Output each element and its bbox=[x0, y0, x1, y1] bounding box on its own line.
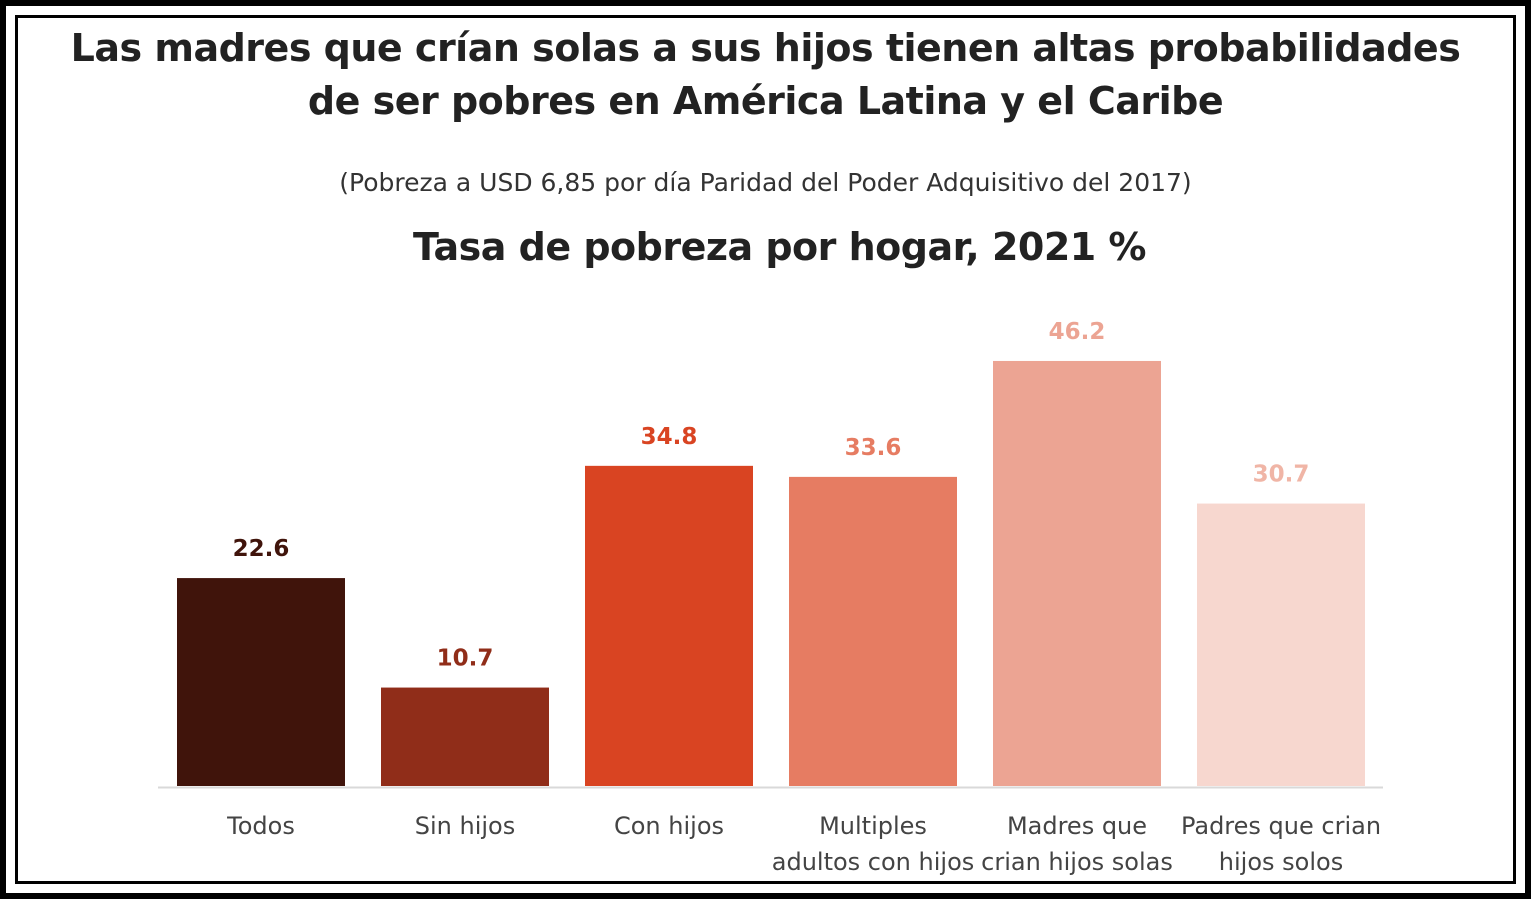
category-label-0-line-0: Todos bbox=[226, 812, 295, 840]
category-label-3: Multiples adultos con hijos bbox=[772, 812, 975, 876]
page-title: Las madres que crían solas a sus hijos t… bbox=[0, 22, 1531, 128]
data-label-5: 30.7 bbox=[1253, 462, 1310, 488]
bar-4 bbox=[993, 360, 1161, 786]
bar-5 bbox=[1197, 503, 1365, 786]
category-label-3-line-1: adultos con hijos bbox=[772, 848, 975, 876]
data-label-3: 33.6 bbox=[845, 435, 902, 461]
category-label-4-line-1: crian hijos solas bbox=[981, 848, 1173, 876]
chart-frame-inner-border bbox=[15, 15, 1516, 884]
bar-3 bbox=[789, 476, 957, 786]
data-label-2: 34.8 bbox=[641, 424, 698, 450]
data-label-0: 22.6 bbox=[233, 536, 290, 562]
title-line-1: Las madres que crían solas a sus hijos t… bbox=[70, 26, 1461, 70]
category-label-0: Todos bbox=[226, 812, 295, 840]
category-label-5: Padres que crian hijos solos bbox=[1181, 812, 1381, 876]
category-label-5-line-1: hijos solos bbox=[1219, 848, 1343, 876]
title-line-2: de ser pobres en América Latina y el Car… bbox=[307, 79, 1224, 123]
category-label-3-line-0: Multiples bbox=[819, 812, 927, 840]
bar-2 bbox=[585, 465, 753, 786]
category-label-1: Sin hijos bbox=[415, 812, 515, 840]
category-label-4: Madres que crian hijos solas bbox=[981, 812, 1173, 876]
category-label-4-line-0: Madres que bbox=[1007, 812, 1147, 840]
category-label-2: Con hijos bbox=[614, 812, 724, 840]
data-label-1: 10.7 bbox=[437, 646, 494, 672]
chart-title: Tasa de pobreza por hogar, 2021 % bbox=[412, 225, 1147, 269]
bar-0 bbox=[177, 578, 345, 786]
category-label-2-line-0: Con hijos bbox=[614, 812, 724, 840]
bar-1 bbox=[381, 687, 549, 786]
data-label-4: 46.2 bbox=[1049, 319, 1106, 345]
category-label-5-line-0: Padres que crian bbox=[1181, 812, 1381, 840]
subtitle: (Pobreza a USD 6,85 por día Paridad del … bbox=[339, 168, 1192, 197]
category-label-1-line-0: Sin hijos bbox=[415, 812, 515, 840]
